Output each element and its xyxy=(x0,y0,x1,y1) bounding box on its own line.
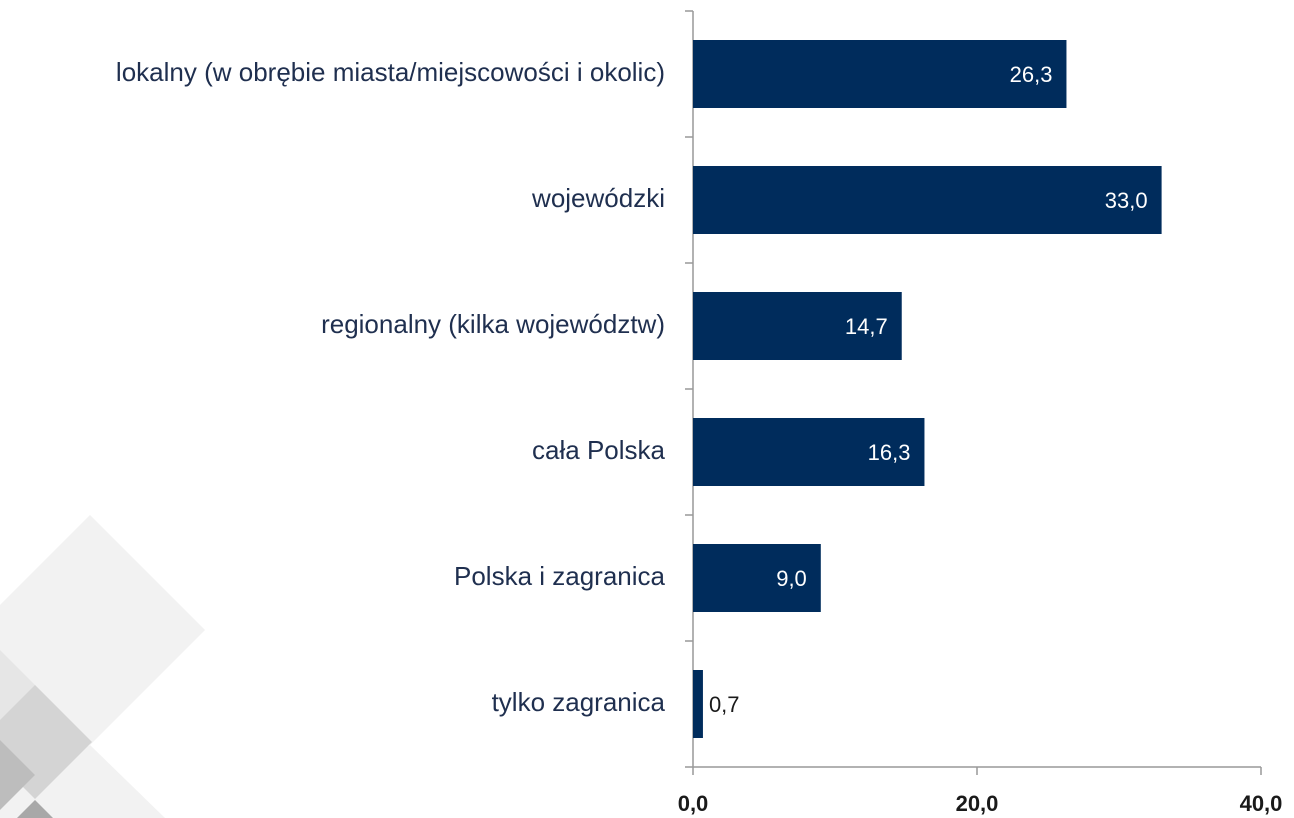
data-label: 0,7 xyxy=(709,692,740,717)
x-tick-label: 0,0 xyxy=(678,791,709,816)
y-tick-label: regionalny (kilka województw) xyxy=(321,309,665,339)
bar xyxy=(693,166,1162,234)
data-label: 33,0 xyxy=(1105,188,1148,213)
bar xyxy=(693,670,703,738)
bar xyxy=(693,292,902,360)
x-tick-label: 20,0 xyxy=(956,791,999,816)
data-label: 9,0 xyxy=(776,566,807,591)
bar xyxy=(693,418,925,486)
y-tick-label: tylko zagranica xyxy=(492,687,666,717)
x-tick-label: 40,0 xyxy=(1240,791,1283,816)
data-label: 16,3 xyxy=(868,440,911,465)
background-decoration xyxy=(0,515,205,818)
data-label: 26,3 xyxy=(1010,62,1053,87)
data-label: 14,7 xyxy=(845,314,888,339)
y-tick-label: Polska i zagranica xyxy=(454,561,666,591)
bar xyxy=(693,544,821,612)
bar xyxy=(693,40,1067,108)
y-tick-label: wojewódzki xyxy=(531,183,665,213)
y-tick-label: cała Polska xyxy=(532,435,665,465)
y-tick-label: lokalny (w obrębie miasta/miejscowości i… xyxy=(116,57,665,87)
